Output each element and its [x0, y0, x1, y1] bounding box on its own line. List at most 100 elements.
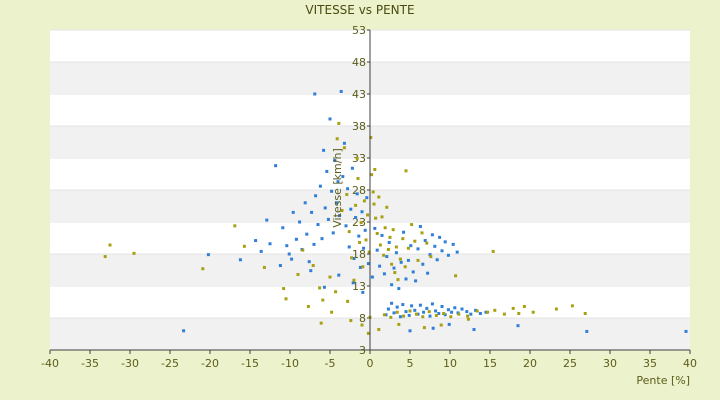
- data-point: [254, 239, 258, 243]
- data-point: [242, 244, 246, 248]
- data-point: [460, 307, 464, 311]
- data-point: [446, 308, 450, 312]
- data-point: [360, 210, 364, 214]
- data-point: [421, 262, 425, 266]
- data-point: [370, 173, 374, 177]
- data-point: [333, 159, 337, 163]
- data-point: [346, 299, 350, 303]
- data-point: [414, 279, 418, 283]
- y-tick-label: 33: [352, 152, 366, 165]
- data-point: [350, 166, 354, 170]
- y-tick-label: 48: [352, 56, 366, 69]
- data-point: [397, 287, 401, 291]
- data-point: [336, 180, 340, 184]
- data-point: [386, 248, 390, 252]
- data-point: [428, 314, 432, 318]
- data-point: [430, 233, 434, 237]
- y-tick-label: 43: [352, 88, 366, 101]
- data-point: [404, 277, 408, 281]
- data-point: [340, 208, 344, 212]
- data-point: [305, 232, 309, 236]
- data-point: [347, 245, 351, 249]
- data-point: [426, 271, 430, 275]
- x-tick-label: 15: [483, 357, 497, 370]
- x-tick-label: -20: [201, 357, 219, 370]
- data-point: [474, 308, 478, 312]
- y-tick-label: 8: [359, 312, 366, 325]
- data-point: [585, 329, 589, 333]
- data-point: [328, 275, 332, 279]
- data-point: [455, 250, 459, 254]
- data-point: [453, 306, 457, 310]
- data-point: [238, 258, 242, 262]
- data-point: [318, 184, 322, 188]
- data-point: [469, 312, 473, 316]
- x-tick-label: 10: [443, 357, 457, 370]
- data-point: [393, 271, 397, 275]
- data-point: [330, 310, 334, 314]
- data-point: [522, 304, 526, 308]
- data-point: [201, 267, 205, 271]
- data-point: [414, 312, 418, 316]
- x-tick-label: -25: [161, 357, 179, 370]
- data-point: [387, 240, 391, 244]
- data-point: [291, 210, 295, 214]
- data-point: [360, 323, 364, 327]
- data-point: [390, 301, 394, 305]
- data-point: [431, 326, 435, 330]
- data-point: [294, 237, 298, 241]
- data-point: [472, 328, 476, 332]
- data-point: [434, 309, 438, 313]
- data-point: [309, 269, 313, 273]
- data-point: [517, 312, 521, 316]
- data-point: [466, 314, 470, 318]
- data-point: [398, 315, 402, 319]
- data-point: [268, 242, 272, 246]
- data-point: [355, 192, 359, 196]
- y-tick-label: 53: [352, 24, 366, 37]
- data-point: [388, 235, 392, 239]
- data-point: [443, 313, 447, 317]
- data-point: [342, 141, 346, 145]
- data-point: [370, 275, 374, 279]
- x-tick-label: -30: [121, 357, 139, 370]
- data-point: [310, 210, 314, 214]
- x-tick-label: -10: [281, 357, 299, 370]
- data-point: [377, 195, 381, 199]
- data-point: [287, 252, 291, 256]
- data-point: [322, 285, 326, 289]
- data-point: [354, 203, 358, 207]
- data-point: [285, 244, 289, 248]
- data-point: [322, 148, 326, 152]
- x-axis-ticks: -40 -35 -30 -25 -20 -15 -10 -5 0 5 10 15 20 25 30 35 40: [41, 350, 697, 370]
- data-point: [296, 272, 300, 276]
- data-point: [390, 262, 394, 266]
- data-point: [416, 312, 420, 316]
- data-point: [570, 304, 574, 308]
- data-point: [363, 228, 367, 232]
- data-point: [425, 241, 429, 245]
- data-point: [439, 323, 443, 327]
- data-point: [290, 257, 294, 261]
- data-point: [335, 137, 339, 141]
- data-point: [382, 313, 386, 317]
- data-point: [413, 239, 417, 243]
- data-point: [449, 315, 453, 319]
- data-point: [434, 313, 438, 317]
- x-tick-label: 20: [523, 357, 537, 370]
- x-tick-label: -5: [325, 357, 336, 370]
- data-point: [313, 92, 317, 96]
- data-point: [274, 164, 278, 168]
- data-point: [401, 237, 405, 241]
- data-point: [421, 315, 425, 319]
- x-tick-label: -40: [41, 357, 59, 370]
- data-point: [382, 253, 386, 257]
- data-point: [404, 310, 408, 314]
- data-point: [402, 230, 406, 234]
- data-point: [325, 169, 329, 173]
- data-point: [182, 329, 186, 333]
- data-point: [303, 201, 307, 205]
- data-point: [311, 264, 315, 268]
- data-point: [395, 310, 399, 314]
